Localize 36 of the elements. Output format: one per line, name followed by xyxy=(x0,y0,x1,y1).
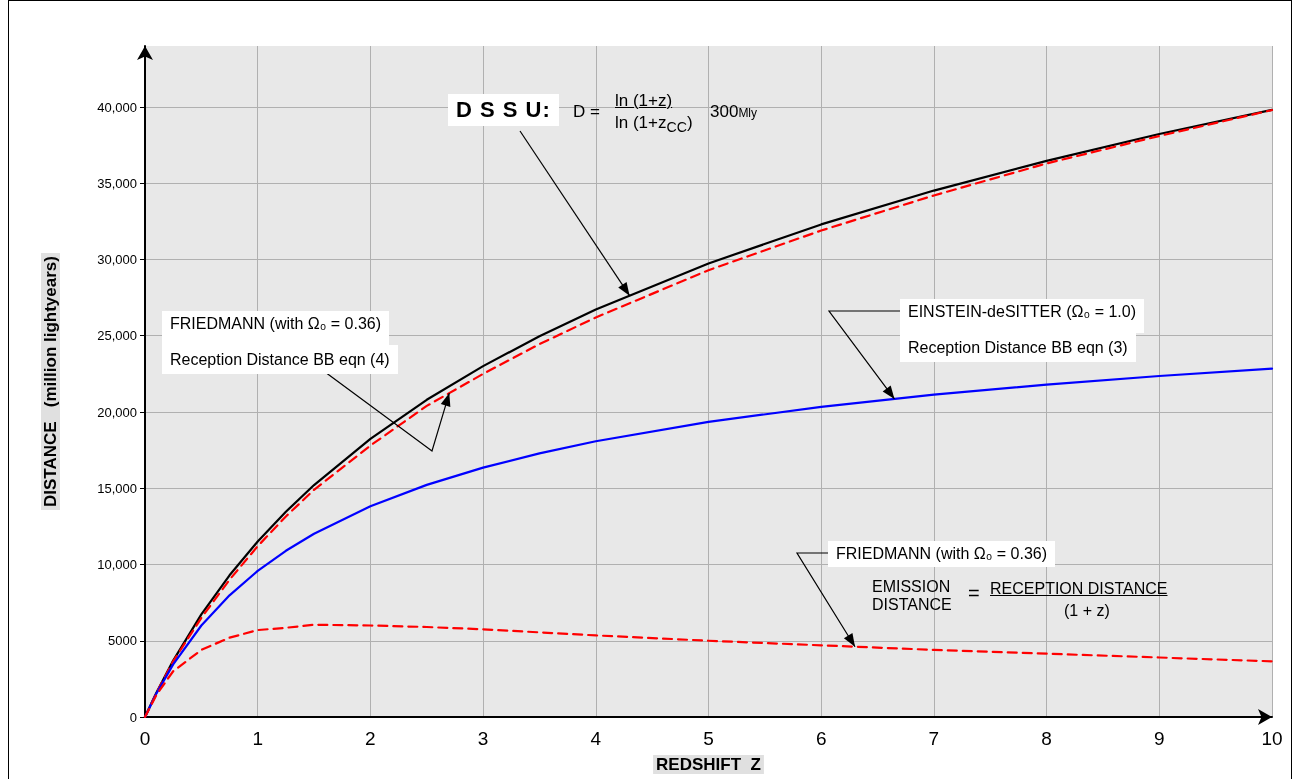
x-tick-label: 9 xyxy=(1154,728,1165,749)
annotation: D S S U: xyxy=(448,94,559,127)
x-tick-label: 5 xyxy=(703,728,714,749)
x-tick-label: 8 xyxy=(1041,728,1052,749)
annotation: ln (1+z$_{CC}$) xyxy=(615,113,693,136)
x-tick-label: 2 xyxy=(365,728,376,749)
y-tick-label: 5000 xyxy=(108,633,137,649)
x-tick-label: 1 xyxy=(252,728,263,749)
annotation: Reception Distance BB eqn (4) xyxy=(162,345,398,374)
y-tick-label: 35,000 xyxy=(97,175,137,191)
y-axis-title: DISTANCE (million lightyears) xyxy=(41,256,60,507)
x-tick-label: 3 xyxy=(477,728,489,749)
annotation: EMISSION DISTANCE xyxy=(872,578,952,613)
annotation: D = xyxy=(573,102,600,122)
y-tick-label: 30,000 xyxy=(97,252,137,267)
x-tick-label: 4 xyxy=(590,728,602,749)
y-tick-label: 15,000 xyxy=(97,480,137,496)
annotation: Reception Distance BB eqn (3) xyxy=(900,333,1136,362)
y-tick-label: 10,000 xyxy=(97,557,137,572)
y-tick-label: 40,000 xyxy=(97,99,137,115)
x-tick-label: 6 xyxy=(815,728,827,749)
annotation: FRIEDMANN (with Ω₀ = 0.36) xyxy=(162,311,390,345)
annotation: 300Mly xyxy=(710,102,758,122)
annotation: EINSTEIN-deSITTER (Ω₀ = 1.0) xyxy=(900,299,1144,333)
annotation: ln (1+z) xyxy=(615,91,673,111)
annotation: FRIEDMANN (with Ω₀ = 0.36) xyxy=(828,541,1056,567)
annotation: RECEPTION DISTANCE xyxy=(990,580,1168,598)
y-tick-label: 0 xyxy=(129,709,137,725)
x-tick-label: 10 xyxy=(1261,728,1283,749)
annotation: (1 + z) xyxy=(1064,602,1110,620)
annotation: = xyxy=(968,582,980,604)
x-tick-label: 7 xyxy=(928,728,940,749)
x-tick-label: 0 xyxy=(139,728,151,749)
y-tick-label: 25,000 xyxy=(97,328,137,344)
x-axis-title: REDSHIFT Z xyxy=(656,755,761,774)
y-tick-label: 20,000 xyxy=(97,404,137,420)
